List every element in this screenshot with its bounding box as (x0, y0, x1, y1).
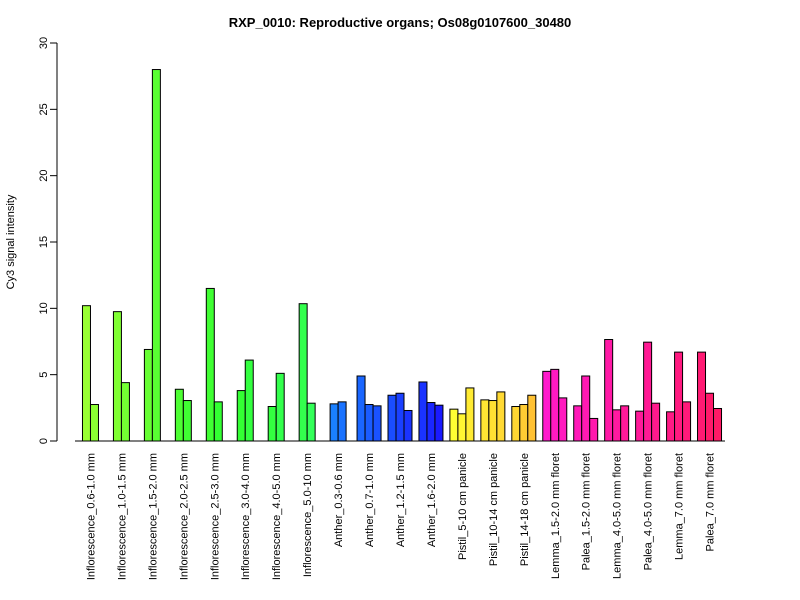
bar (674, 351, 684, 442)
y-tick-label: 20 (38, 170, 50, 182)
x-category-label: Anther_1.6-2.0 mm (426, 453, 438, 547)
x-category-label: Inflorescence_3.0-4.0 mm (240, 453, 252, 580)
bar (480, 399, 490, 442)
x-category-label: Palea_4.0-5.0 mm floret (643, 453, 655, 570)
bar (705, 392, 715, 442)
bar (643, 341, 653, 442)
bar (713, 407, 723, 442)
x-category-label: Inflorescence_5.0-10 mm (302, 453, 314, 577)
y-tick-label: 10 (38, 302, 50, 314)
bar (306, 402, 316, 442)
y-tick-label: 5 (38, 372, 50, 378)
bar (573, 405, 583, 442)
bar (542, 370, 552, 442)
x-category-label: Palea_1.5-2.0 mm floret (581, 453, 593, 570)
x-category-label: Inflorescence_2.0-2.5 mm (178, 453, 190, 580)
bar (457, 413, 467, 442)
bar (511, 406, 521, 442)
x-category-label: Pistil_14-18 cm panicle (519, 453, 531, 566)
bar (620, 405, 630, 442)
bar (364, 404, 374, 442)
bar (403, 409, 413, 442)
bar (182, 400, 192, 442)
bar (651, 402, 661, 442)
bar (465, 387, 475, 442)
bar (112, 311, 122, 442)
bar (213, 401, 223, 442)
x-category-label: Lemma_1.5-2.0 mm floret (550, 453, 562, 579)
bar (635, 410, 645, 442)
bar (143, 348, 153, 442)
bar (558, 397, 568, 442)
bar (236, 390, 246, 442)
x-category-label: Pistil_10-14 cm panicle (488, 453, 500, 566)
y-axis: 0 5 10 15 20 25 30 (38, 37, 58, 444)
x-category-label: Inflorescence_1.5-2.0 mm (147, 453, 159, 580)
bar (372, 405, 382, 442)
bar (589, 417, 599, 442)
bar (612, 409, 622, 442)
x-category-label: Pistil_5-10 cm panicle (457, 453, 469, 560)
y-tick-label: 15 (38, 236, 50, 248)
x-category-label: Lemma_7.0 mm floret (674, 453, 686, 560)
bar (337, 401, 347, 442)
x-category-label: Inflorescence_2.5-3.0 mm (209, 453, 221, 580)
bar (387, 394, 397, 442)
bar (298, 303, 308, 442)
bar (267, 406, 277, 442)
bar (89, 404, 99, 442)
bar (519, 404, 529, 442)
bar (275, 372, 285, 442)
x-category-label: Anther_1.2-1.5 mm (395, 453, 407, 547)
bar (604, 339, 614, 442)
bar (426, 402, 436, 442)
bar (120, 382, 130, 442)
x-category-label: Anther_0.3-0.6 mm (333, 453, 345, 547)
bar (488, 400, 498, 442)
x-category-label: Inflorescence_0.6-1.0 mm (85, 453, 97, 580)
y-tick-label: 25 (38, 103, 50, 115)
bar (496, 391, 506, 442)
bar (434, 404, 444, 442)
bar (174, 388, 184, 442)
bars (81, 69, 723, 442)
y-tick-label: 0 (38, 438, 50, 444)
y-axis-label: Cy3 signal intensity (5, 194, 17, 289)
bar (205, 287, 215, 442)
y-tick-label: 30 (38, 37, 50, 49)
bar (356, 375, 366, 442)
bar (81, 305, 91, 442)
bar (697, 351, 707, 442)
bar (449, 408, 459, 442)
bar (666, 411, 676, 442)
x-category-label: Inflorescence_1.0-1.5 mm (116, 453, 128, 580)
bar (550, 368, 560, 442)
x-category-label: Anther_0.7-1.0 mm (364, 453, 376, 547)
bar (418, 381, 428, 442)
bar (329, 403, 339, 442)
x-category-label: Palea_7.0 mm floret (705, 453, 717, 551)
bar (581, 375, 591, 442)
bar (395, 392, 405, 442)
bar (151, 69, 161, 442)
chart-title: RXP_0010: Reproductive organs; Os08g0107… (229, 15, 572, 30)
bar (527, 394, 537, 442)
x-category-label: Lemma_4.0-5.0 mm floret (612, 453, 624, 579)
category-labels: Inflorescence_0.6-1.0 mm Inflorescence_1.… (85, 453, 716, 580)
bar (244, 359, 254, 442)
bar (682, 401, 692, 442)
x-category-label: Inflorescence_4.0-5.0 mm (271, 453, 283, 580)
